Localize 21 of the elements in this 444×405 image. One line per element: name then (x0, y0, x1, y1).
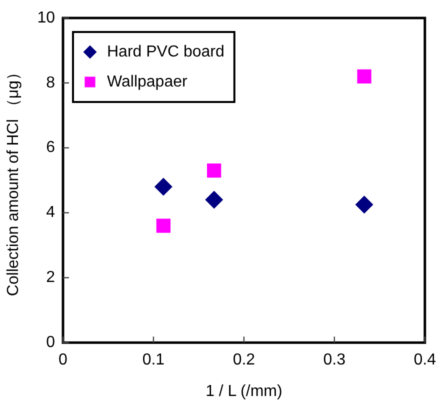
y-axis-title: Collection amount of HCl （μg） (5, 64, 22, 296)
y-tick-label: 6 (46, 139, 56, 156)
legend-label: Hard PVC board (106, 43, 224, 60)
x-tick-label: 0.2 (232, 352, 256, 369)
x-tick-label: 0.3 (323, 352, 346, 369)
x-axis-title: 1 / L (/mm) (206, 382, 282, 400)
y-tick-label: 0 (46, 334, 56, 352)
x-tick-label: 0 (58, 352, 68, 369)
legend-label: Wallpapaer (106, 73, 188, 90)
point (207, 163, 222, 178)
x-tick-label: 0.4 (414, 352, 436, 369)
y-tick-label: 2 (46, 269, 56, 286)
x-tick-label: 0.1 (142, 352, 165, 369)
point (357, 69, 372, 84)
y-tick-label: 4 (46, 204, 56, 222)
point (205, 190, 224, 209)
point (355, 196, 374, 214)
y-tick-label: 10 (37, 9, 56, 26)
point (156, 218, 170, 233)
y-tick-label: 8 (46, 74, 56, 92)
point (154, 178, 172, 196)
